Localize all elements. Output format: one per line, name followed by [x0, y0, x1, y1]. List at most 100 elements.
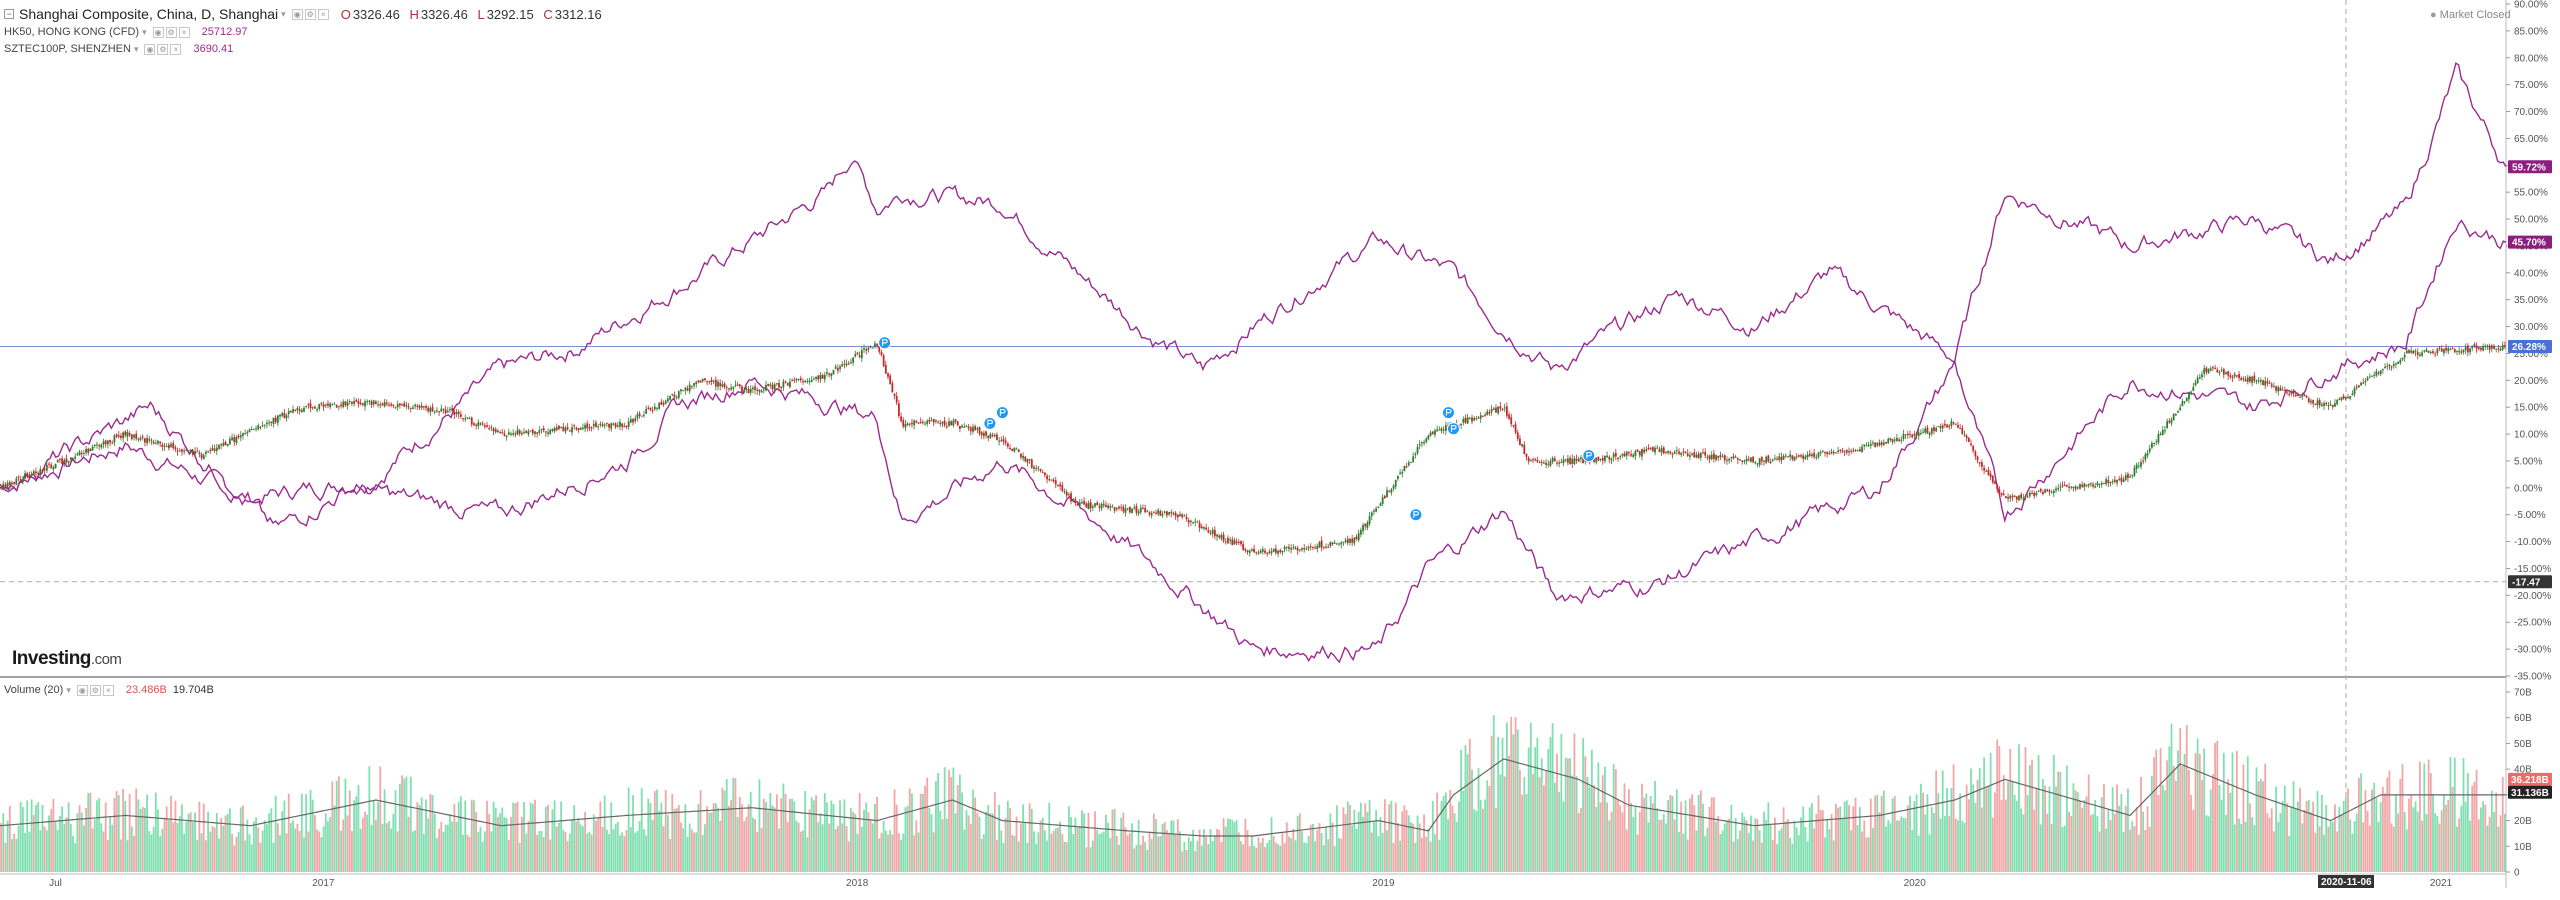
event-marker-5[interactable]: [1446, 422, 1460, 436]
chevron-down-icon[interactable]: ▾: [66, 684, 71, 695]
volume-bar: [1628, 789, 1630, 872]
candle-body: [1534, 459, 1537, 461]
volume-bar: [813, 800, 815, 872]
candle-body: [2414, 351, 2417, 353]
candle-body: [525, 430, 528, 434]
close-icon[interactable]: ×: [102, 684, 114, 696]
volume-bar: [1641, 783, 1643, 872]
close-icon[interactable]: ×: [317, 8, 329, 20]
candle-body: [2009, 495, 2012, 499]
volume-bar: [1081, 810, 1083, 872]
candle-body: [1712, 453, 1715, 460]
candle-body: [1970, 443, 1972, 446]
settings-icon[interactable]: ⚙: [157, 43, 169, 55]
volume-bar: [2166, 760, 2169, 872]
candle-body: [1081, 502, 1083, 504]
eye-icon[interactable]: ◉: [144, 43, 156, 55]
candle-body: [1272, 548, 1275, 552]
volume-bar: [50, 809, 53, 872]
candle-body: [1549, 461, 1552, 466]
candle-body: [1288, 546, 1290, 549]
candle-body: [2364, 380, 2367, 383]
volume-bar: [1420, 837, 1423, 872]
event-marker-4[interactable]: [1441, 406, 1455, 420]
candle-body: [2055, 488, 2057, 491]
candle-body: [791, 380, 794, 382]
candle-body: [684, 387, 687, 391]
volume-bar: [2329, 821, 2332, 872]
eye-icon[interactable]: ◉: [152, 26, 164, 38]
volume-bar: [113, 798, 116, 872]
volume-bar: [1634, 806, 1637, 872]
event-marker-3[interactable]: [1409, 508, 1423, 522]
candle-body: [2275, 386, 2278, 391]
volume-bar: [1344, 813, 1347, 872]
legend-hk50[interactable]: HK50, HONG KONG (CFD) ▾ ◉ ⚙ × 25712.97: [4, 26, 248, 38]
volume-bar: [1028, 803, 1031, 872]
close-icon[interactable]: ×: [178, 26, 190, 38]
candle-body: [1237, 541, 1240, 543]
volume-bar: [568, 833, 571, 872]
candle-body: [294, 409, 297, 412]
chevron-down-icon[interactable]: ▾: [133, 43, 139, 54]
event-marker-0[interactable]: [878, 336, 892, 350]
candle-body: [669, 396, 671, 400]
chevron-down-icon[interactable]: ▾: [281, 8, 286, 19]
settings-icon[interactable]: ⚙: [89, 684, 101, 696]
chevron-down-icon[interactable]: ▾: [142, 26, 147, 37]
volume-bar: [218, 838, 220, 872]
candle-body: [2434, 353, 2437, 355]
legend-sztec[interactable]: SZTEC100P, SHENZHEN ▾ ◉ ⚙ × 3690.41: [4, 43, 233, 55]
candle-body: [1728, 458, 1731, 461]
eye-icon[interactable]: ◉: [291, 8, 303, 20]
settings-icon[interactable]: ⚙: [165, 26, 177, 38]
event-marker-2[interactable]: [983, 416, 997, 430]
candle-body: [2144, 454, 2147, 460]
candle-body: [1401, 471, 1404, 474]
legend-main[interactable]: − Shanghai Composite, China, D, Shanghai…: [4, 6, 602, 22]
volume-bar: [1126, 835, 1129, 872]
eye-icon[interactable]: ◉: [76, 684, 88, 696]
volume-bar: [640, 788, 643, 872]
candle-body: [2103, 483, 2105, 485]
volume-bar: [577, 818, 580, 872]
legend-volume[interactable]: Volume (20) ▾ ◉ ⚙ × 23.486B 19.704B: [4, 684, 214, 696]
candle-body: [1338, 543, 1340, 545]
candle-body: [2131, 475, 2134, 477]
candle-body: [1213, 529, 1216, 537]
candle-body: [104, 440, 107, 445]
volume-bar: [344, 778, 347, 872]
candle-body: [621, 423, 624, 427]
volume-bar: [1994, 792, 1996, 872]
close-icon[interactable]: ×: [170, 43, 182, 55]
volume-bar: [538, 831, 541, 872]
event-marker-6[interactable]: [1582, 449, 1596, 463]
candle-body: [303, 407, 305, 412]
volume-bar: [320, 837, 323, 872]
candle-body: [745, 388, 748, 390]
candle-body: [1900, 439, 1903, 441]
volume-bar: [135, 788, 138, 872]
candle-body: [1706, 456, 1709, 458]
volume-bar: [2081, 807, 2084, 872]
candle-body: [414, 404, 417, 407]
event-markers: [878, 336, 1596, 522]
volume-bar: [1795, 827, 1798, 872]
volume-bar: [595, 820, 597, 872]
volume-bar: [1699, 790, 1702, 872]
candle-body: [1412, 456, 1415, 463]
volume-bar: [1288, 836, 1290, 872]
settings-icon[interactable]: ⚙: [304, 8, 316, 20]
event-marker-1[interactable]: [995, 406, 1009, 420]
candle-body: [878, 344, 881, 352]
candle-body: [1902, 433, 1905, 439]
volume-bar: [1495, 807, 1497, 872]
volume-bar: [1588, 787, 1591, 872]
candle-body: [1484, 414, 1486, 416]
candle-body: [935, 420, 937, 422]
volume-bar: [1429, 841, 1432, 872]
legend-collapse-icon[interactable]: −: [4, 9, 14, 19]
candle-body: [1009, 447, 1011, 449]
volume-bar: [368, 766, 371, 872]
